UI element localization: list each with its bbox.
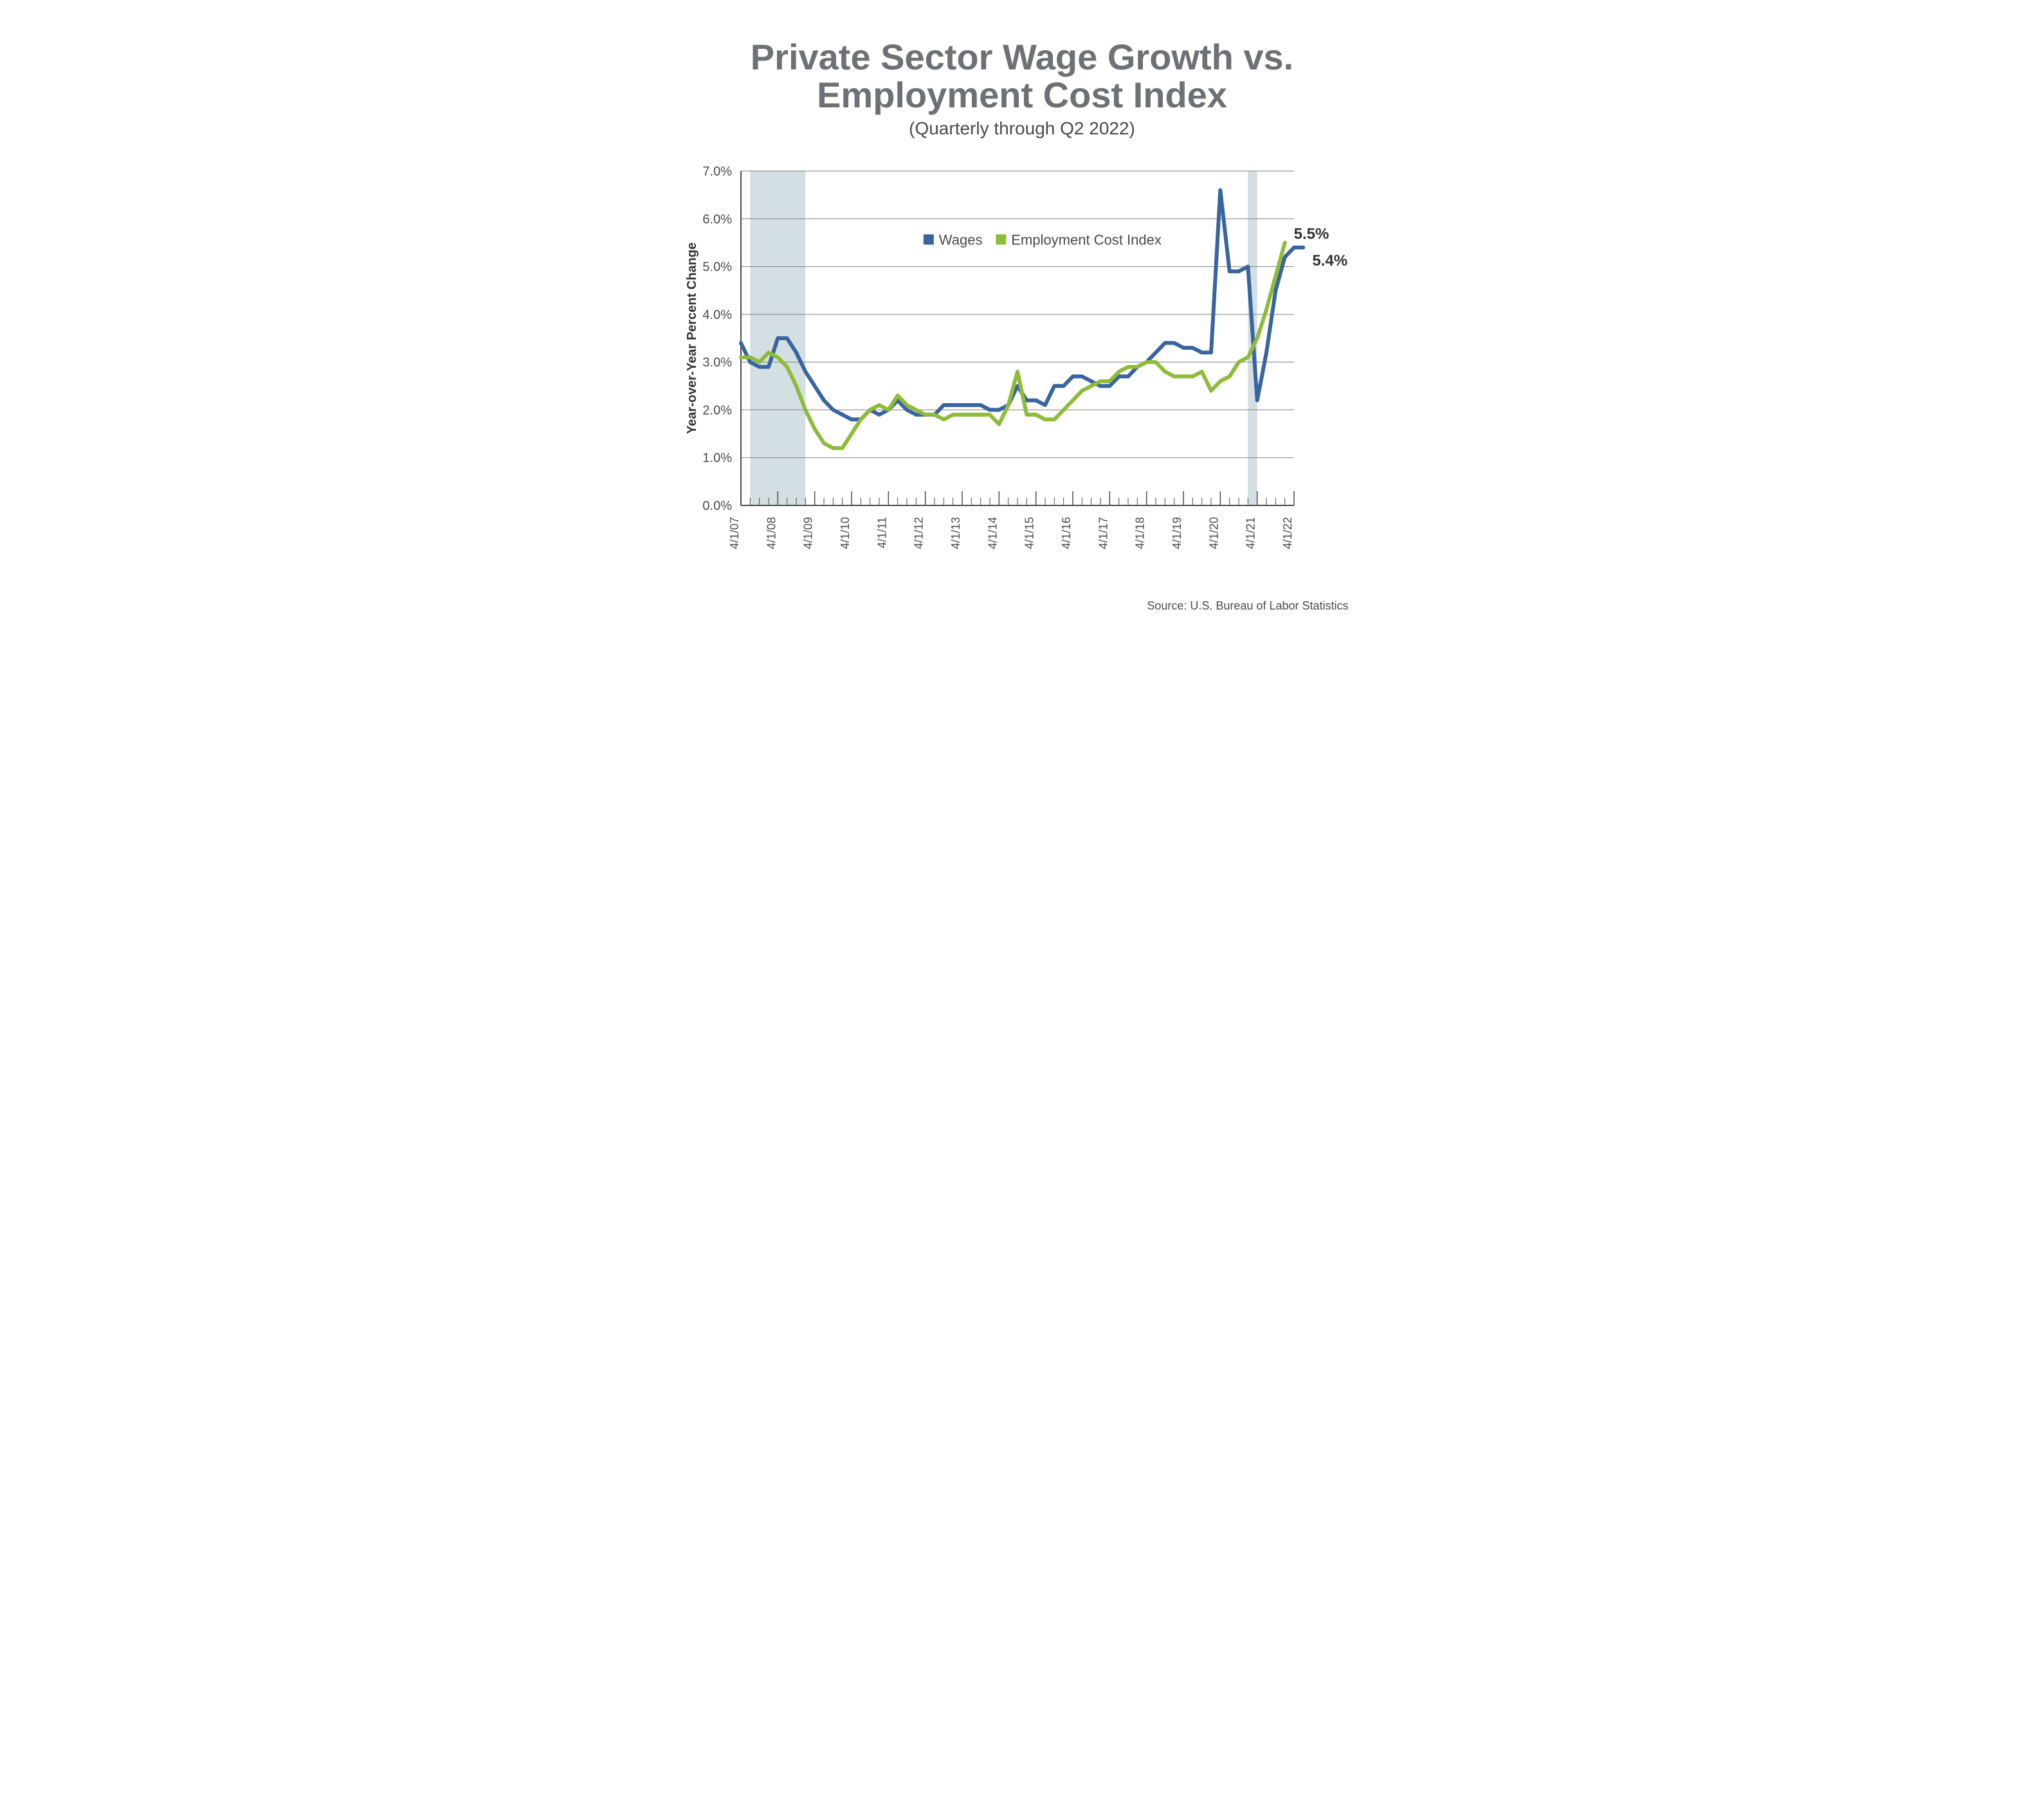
y-axis-label: Year-over-Year Percent Change bbox=[685, 242, 699, 434]
x-tick-label: 4/1/12 bbox=[912, 517, 925, 549]
x-tick-label: 4/1/08 bbox=[765, 517, 778, 549]
title-line-2: Employment Cost Index bbox=[817, 75, 1227, 115]
series-end-label: 5.5% bbox=[1293, 225, 1329, 242]
legend-label: Employment Cost Index bbox=[1011, 231, 1162, 248]
legend-label: Wages bbox=[938, 231, 982, 248]
x-tick-label: 4/1/10 bbox=[839, 517, 852, 549]
title-line-1: Private Sector Wage Growth vs. bbox=[751, 37, 1293, 77]
y-tick-label: 1.0% bbox=[702, 451, 732, 465]
chart-svg: 0.0% 1.0% 2.0% 3.0% 4.0% 5.0% 6.0% 7.0% Year-ove… bbox=[670, 165, 1352, 576]
y-tick-label: 7.0% bbox=[702, 165, 732, 179]
legend-swatch bbox=[996, 234, 1006, 244]
x-tick-label: 4/1/18 bbox=[1133, 517, 1146, 549]
x-tick-label: 4/1/15 bbox=[1023, 517, 1036, 549]
line-chart: 0.0% 1.0% 2.0% 3.0% 4.0% 5.0% 6.0% 7.0% Year-ove… bbox=[670, 165, 1374, 576]
x-tick-label: 4/1/21 bbox=[1244, 517, 1257, 549]
x-tick-label: 4/1/19 bbox=[1171, 517, 1183, 549]
x-tick-label: 4/1/11 bbox=[875, 517, 888, 548]
y-tick-label: 2.0% bbox=[702, 403, 732, 417]
legend-swatch bbox=[923, 234, 933, 244]
series-end-label: 5.4% bbox=[1312, 251, 1347, 269]
y-tick-label: 5.0% bbox=[702, 260, 732, 274]
y-tick-label: 0.0% bbox=[702, 499, 732, 513]
x-tick-label: 4/1/14 bbox=[986, 517, 999, 549]
x-tick-label: 4/1/20 bbox=[1207, 517, 1220, 549]
chart-title: Private Sector Wage Growth vs. Employmen… bbox=[670, 39, 1374, 114]
chart-source: Source: U.S. Bureau of Labor Statistics bbox=[670, 599, 1374, 613]
x-tick-label: 4/1/13 bbox=[949, 517, 962, 549]
x-tick-label: 4/1/07 bbox=[728, 517, 741, 549]
x-tick-label: 4/1/22 bbox=[1281, 517, 1294, 549]
y-tick-label: 6.0% bbox=[702, 212, 732, 226]
y-tick-label: 3.0% bbox=[702, 356, 732, 370]
x-tick-label: 4/1/09 bbox=[801, 517, 814, 549]
page: Private Sector Wage Growth vs. Employmen… bbox=[657, 0, 1387, 639]
x-tick-label: 4/1/16 bbox=[1060, 517, 1073, 549]
x-tick-label: 4/1/17 bbox=[1097, 517, 1109, 549]
y-tick-label: 4.0% bbox=[702, 307, 732, 322]
chart-subtitle: (Quarterly through Q2 2022) bbox=[670, 118, 1374, 139]
